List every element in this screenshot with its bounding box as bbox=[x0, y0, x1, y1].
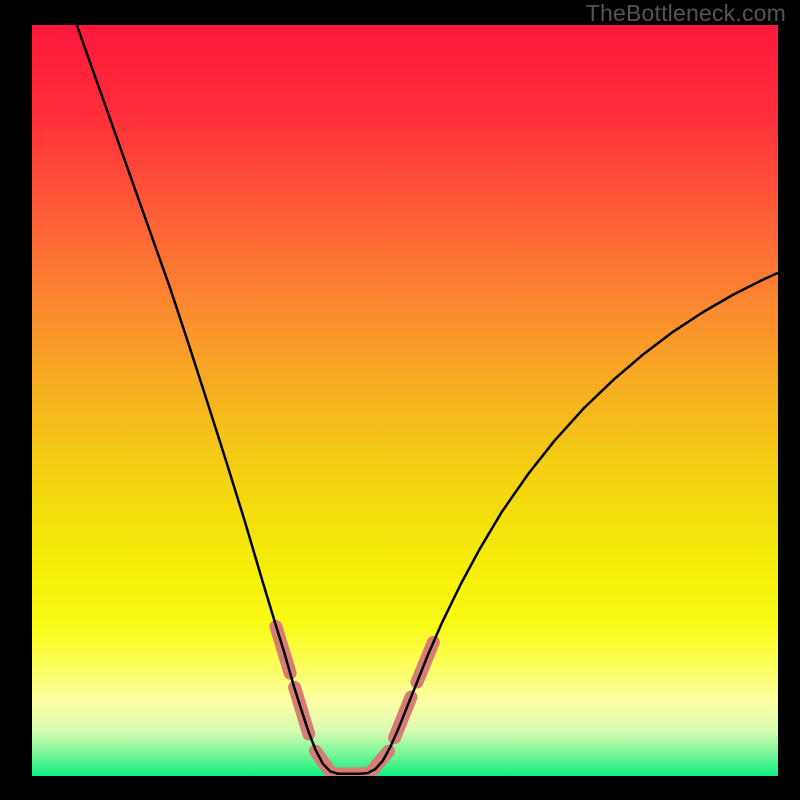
plot-area bbox=[32, 25, 778, 776]
chart-svg bbox=[32, 25, 778, 776]
watermark-text: TheBottleneck.com bbox=[586, 0, 786, 27]
